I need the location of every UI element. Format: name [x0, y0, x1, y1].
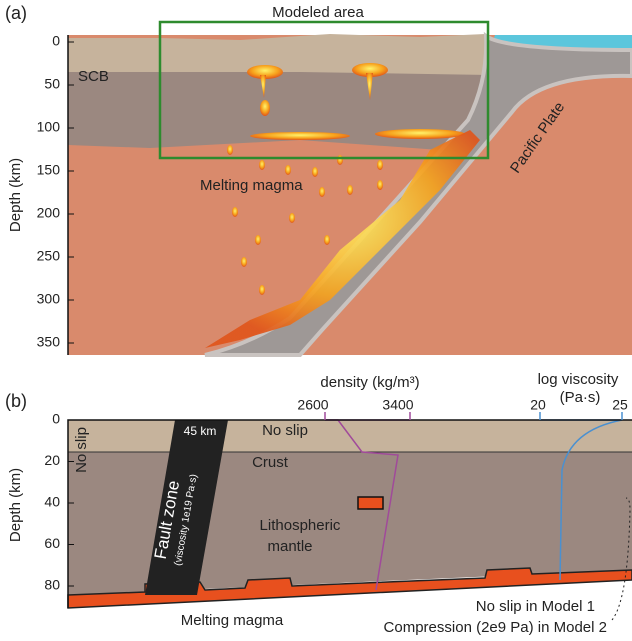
- left-bc: No slip: [73, 427, 90, 473]
- viscosity-label: log viscosity: [538, 371, 619, 388]
- figure: (a) Modeled area SCB Melting magma Pacif…: [0, 0, 632, 641]
- top-bc: No slip: [262, 422, 308, 439]
- y-tick-label: 60: [44, 535, 60, 551]
- y-tick-label: 150: [37, 162, 61, 178]
- viscosity-tick-label: 25: [612, 397, 628, 413]
- y-tick-label: 20: [44, 452, 60, 468]
- y-tick-label: 0: [52, 411, 60, 427]
- panel-a: (a) Modeled area SCB Melting magma Pacif…: [5, 3, 632, 355]
- y-tick-label: 350: [37, 334, 61, 350]
- y-axis-label: Depth (km): [7, 468, 24, 542]
- y-tick-label: 300: [37, 291, 61, 307]
- y-tick-label: 0: [52, 33, 60, 49]
- density-tick-label: 3400: [382, 397, 413, 413]
- y-tick-label: 40: [44, 494, 60, 510]
- density-tick-label: 2600: [297, 397, 328, 413]
- y-tick-label: 80: [44, 577, 60, 593]
- y-tick-label: 50: [44, 76, 60, 92]
- magma-label: Melting magma: [181, 612, 284, 629]
- scb-label: SCB: [78, 68, 109, 85]
- y-axis-label: Depth (km): [7, 158, 24, 232]
- mantle-label: mantle: [267, 538, 312, 555]
- magma-chamber: [358, 497, 383, 509]
- right-bc-1: No slip in Model 1: [476, 598, 595, 615]
- y-tick-label: 100: [37, 119, 61, 135]
- mantle-label: Lithospheric: [260, 517, 341, 534]
- y-tick-label: 200: [37, 205, 61, 221]
- panel-label: (b): [5, 391, 27, 411]
- panel-label: (a): [5, 3, 27, 23]
- viscosity-unit: (Pa·s): [560, 389, 601, 406]
- magma-label: Melting magma: [200, 177, 303, 194]
- viscosity-tick-label: 20: [530, 397, 546, 413]
- crust-label: Crust: [252, 454, 289, 471]
- y-tick-label: 250: [37, 248, 61, 264]
- box-label: Modeled area: [272, 4, 364, 21]
- right-bc-2: Compression (2e9 Pa) in Model 2: [384, 619, 607, 636]
- fault-depth: 45 km: [184, 424, 217, 438]
- density-label: density (kg/m³): [320, 374, 419, 391]
